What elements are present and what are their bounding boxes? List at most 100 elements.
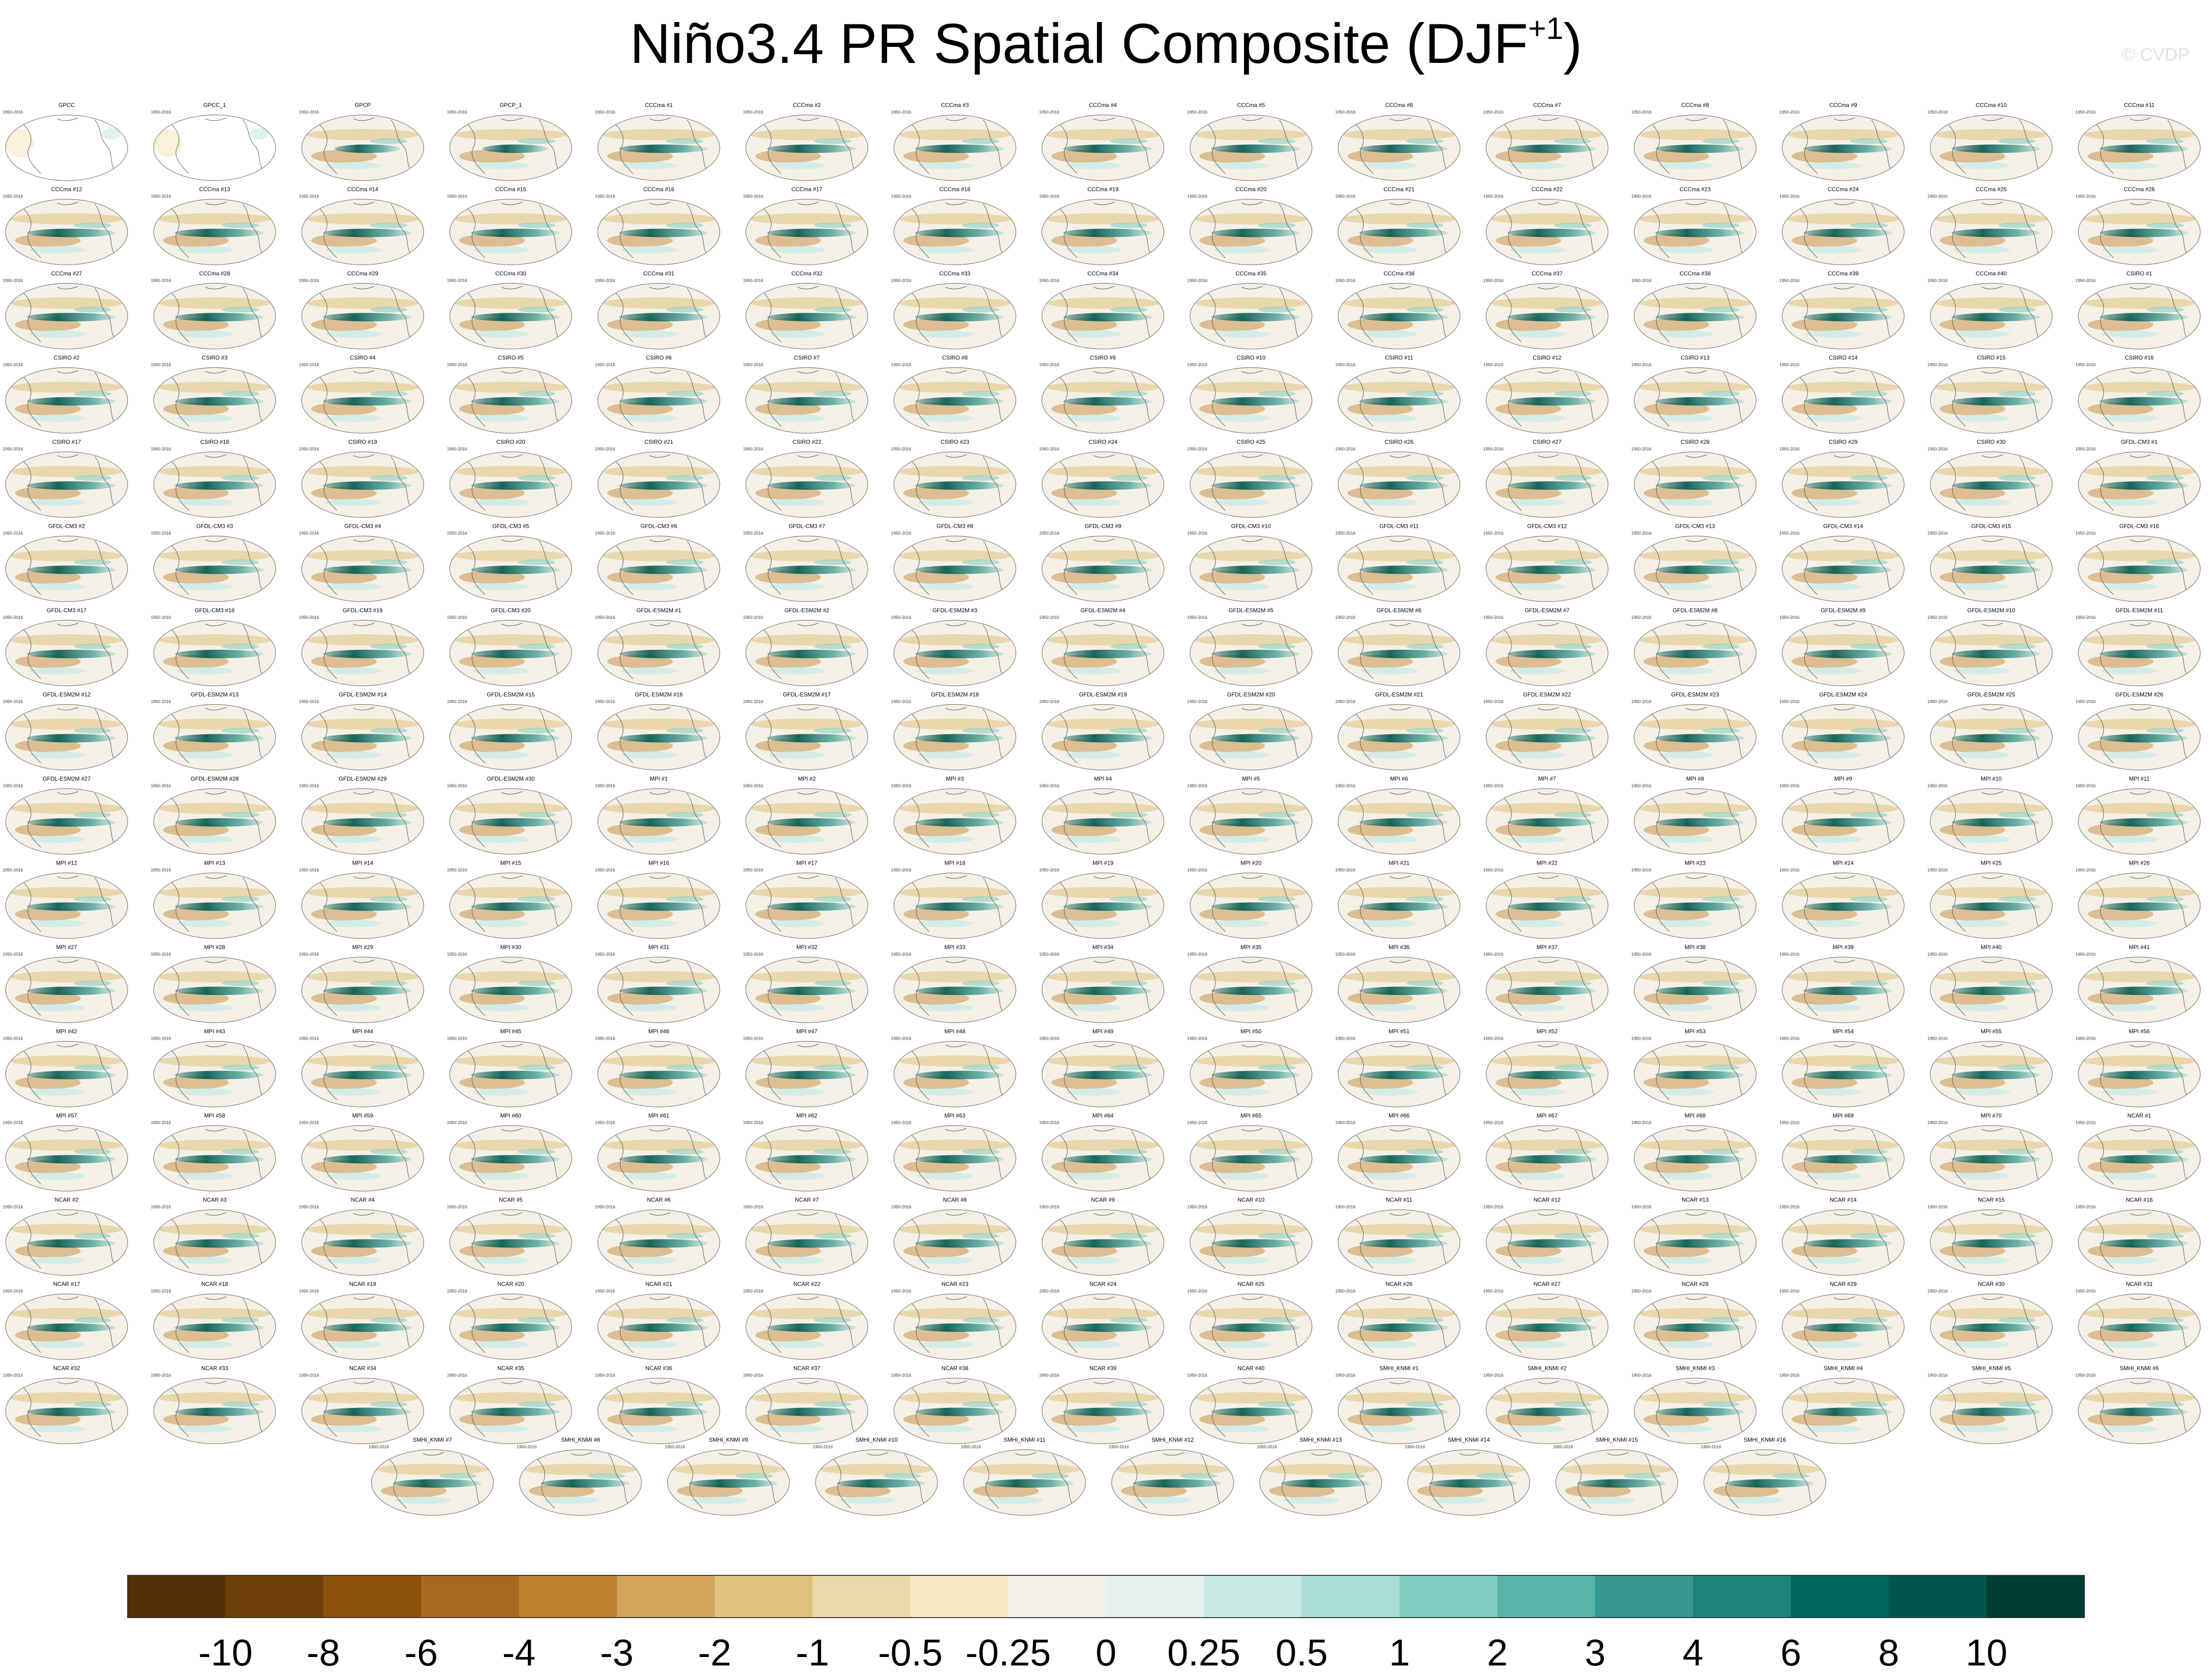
panel-title: GFDL-ESM2M #22 [1523, 692, 1571, 698]
map-panel: GFDL-CM3 #3 1950-2016 [151, 523, 276, 602]
panel-years: 1950-2016 [743, 447, 763, 451]
panel-years: 1950-2016 [1779, 194, 1800, 199]
panel-years: 1950-2016 [447, 783, 467, 788]
panel-map [597, 620, 720, 686]
map-panel: GFDL-CM3 #18 1950-2016 [151, 607, 276, 686]
panel-map [449, 451, 572, 518]
panel-title: CCCma #4 [1089, 102, 1117, 108]
map-panel: GFDL-ESM2M #6 1950-2016 [1335, 607, 1461, 686]
map-panel: CCCma #17 1950-2016 [743, 186, 869, 266]
panel-years: 1950-2016 [3, 868, 23, 873]
panel-map [301, 283, 424, 350]
panel-map [893, 704, 1016, 771]
panel-title: CSIRO #4 [350, 355, 376, 361]
panel-years: 1950-2016 [2075, 531, 2096, 536]
panel-years: 1950-2016 [3, 278, 23, 283]
map-panel: CSIRO #8 1950-2016 [891, 355, 1016, 434]
panel-years: 1950-2016 [3, 783, 23, 788]
panel-years: 1950-2016 [1632, 363, 1652, 367]
panel-title: CSIRO #21 [644, 439, 673, 445]
panel-years: 1950-2016 [1335, 363, 1356, 367]
panel-map [449, 367, 572, 434]
panel-title: CSIRO #7 [794, 355, 820, 361]
panel-map [1930, 283, 2053, 350]
panel-years: 1950-2016 [595, 194, 615, 199]
panel-title: CCCma #16 [643, 186, 674, 193]
panel-map [597, 535, 720, 602]
panel-years: 1950-2016 [1187, 447, 1207, 451]
panel-years: 1950-2016 [151, 363, 171, 367]
panel-years: 1950-2016 [595, 447, 615, 451]
panel-years: 1950-2016 [2075, 110, 2096, 114]
panel-title: GFDL-CM3 #3 [196, 523, 233, 530]
map-panel: CSIRO #1 1950-2016 [2075, 270, 2201, 350]
panel-map [597, 367, 720, 434]
map-panel: CCCma #26 1950-2016 [2075, 186, 2201, 266]
map-panel: GFDL-CM3 #16 1950-2016 [2075, 523, 2201, 602]
panel-title: GFDL-ESM2M #17 [783, 692, 831, 698]
map-panel: MPI #12 1950-2016 [3, 860, 128, 939]
colorbar-tick-label: -3 [600, 1632, 633, 1673]
map-panel: GFDL-CM3 #19 1950-2016 [299, 607, 424, 686]
map-panel: CSIRO #14 1950-2016 [1779, 355, 1905, 434]
panel-map [1190, 535, 1312, 602]
panel-years: 1950-2016 [1187, 531, 1207, 536]
panel-years: 1950-2016 [1335, 278, 1356, 283]
panel-title: CSIRO #12 [1533, 355, 1562, 361]
panel-years: 1950-2016 [3, 699, 23, 704]
panel-years: 1950-2016 [1632, 783, 1652, 788]
panel-years: 1950-2016 [299, 699, 319, 704]
colorbar-box [323, 1575, 421, 1618]
panel-map [1337, 788, 1461, 855]
panel-map [449, 535, 572, 602]
panel-title: GFDL-CM3 #18 [195, 607, 235, 614]
panel-title: GFDL-ESM2M #25 [1967, 692, 2015, 698]
panel-years: 1950-2016 [3, 194, 23, 199]
panel-years: 1950-2016 [1483, 363, 1503, 367]
panel-map [1633, 198, 1757, 266]
panel-map [1633, 283, 1757, 350]
panel-years: 1950-2016 [743, 194, 763, 199]
panel-map [597, 788, 720, 855]
panel-map [1337, 283, 1461, 350]
panel-map [2078, 535, 2201, 602]
panel-years: 1950-2016 [299, 783, 319, 788]
panel-map [153, 451, 276, 518]
map-panel: GFDL-ESM2M #21 1950-2016 [1335, 692, 1461, 771]
colorbar-box [1986, 1575, 2085, 1618]
map-panel: CCCma #28 1950-2016 [151, 270, 276, 350]
panel-title: GFDL-ESM2M #6 [1377, 607, 1422, 614]
panel-years: 1950-2016 [595, 868, 615, 873]
panel-years: 1950-2016 [1632, 615, 1652, 620]
panel-map [1337, 535, 1461, 602]
panel-years: 1950-2016 [1039, 194, 1060, 199]
colorbar-box [910, 1575, 1008, 1618]
title-close-paren: ) [1563, 12, 1582, 75]
map-panel: CCCma #6 1950-2016 [1335, 102, 1461, 181]
panel-title: GFDL-CM3 #1 [2121, 439, 2158, 445]
panel-title: CCCma #11 [2124, 102, 2154, 108]
colorbar-tick-label: -2 [698, 1632, 731, 1673]
panel-title: CCCma #34 [1087, 270, 1118, 277]
panel-title: MPI #9 [1834, 775, 1852, 782]
panel-years: 1950-2016 [299, 447, 319, 451]
map-panel: GFDL-ESM2M #10 1950-2016 [1928, 607, 2053, 686]
map-panel: CCCma #13 1950-2016 [151, 186, 276, 266]
colorbar-box [421, 1575, 519, 1618]
map-panel: GFDL-CM3 #11 1950-2016 [1335, 523, 1461, 602]
panel-title: GPCC [59, 102, 75, 108]
panel-title: CCCma #36 [1383, 270, 1414, 277]
panel-years: 1950-2016 [1632, 278, 1652, 283]
panel-years: 1950-2016 [1039, 363, 1060, 367]
map-panel: GFDL-CM3 #8 1950-2016 [891, 523, 1016, 602]
panel-title: CSIRO #25 [1236, 439, 1266, 445]
panel-map [5, 620, 128, 686]
panel-years: 1950-2016 [891, 783, 911, 788]
map-panel: GFDL-CM3 #9 1950-2016 [1039, 523, 1165, 602]
panel-map [1782, 535, 1905, 602]
map-panel: GFDL-ESM2M #11 1950-2016 [2075, 607, 2201, 686]
panel-title: MPI #8 [1686, 775, 1704, 782]
panel-years: 1950-2016 [1187, 194, 1207, 199]
map-panel: MPI #16 1950-2016 [595, 860, 720, 939]
panel-map [1633, 114, 1757, 181]
